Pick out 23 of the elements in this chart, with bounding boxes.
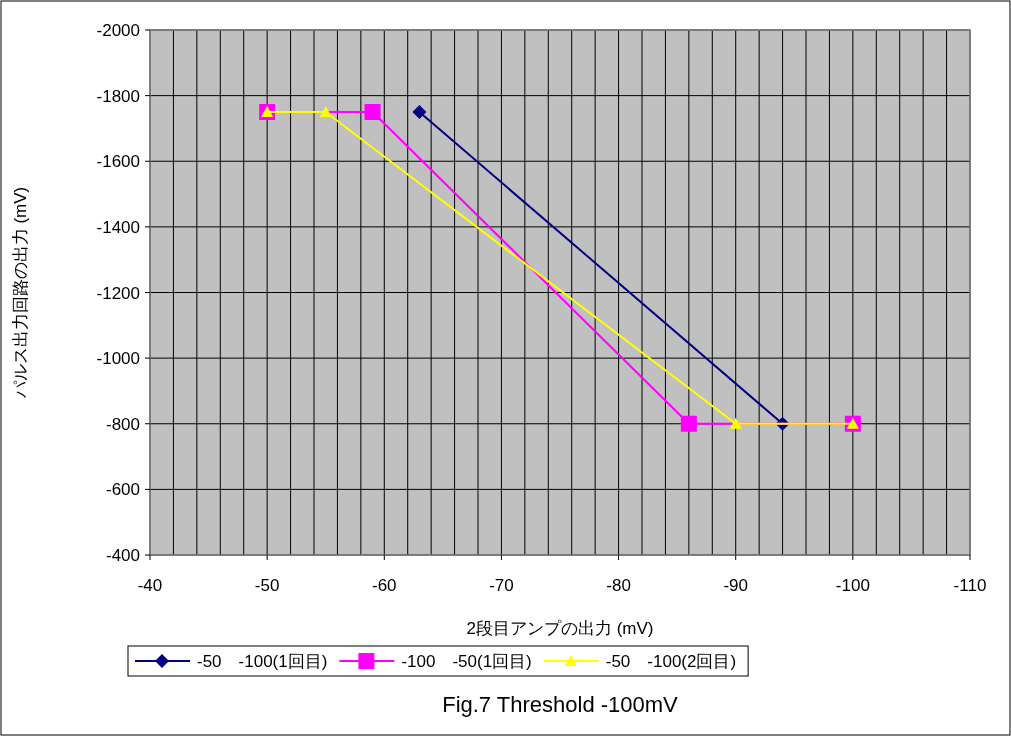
y-tick-label: -2000: [96, 21, 140, 40]
legend-label: -50 -100(2回目): [605, 652, 737, 671]
x-tick-label: -40: [137, 576, 163, 595]
y-tick-label: -1800: [96, 86, 140, 106]
x-tick-label: -60: [372, 576, 397, 595]
y-tick-label: -800: [105, 414, 140, 434]
x-tick-label: -50: [254, 576, 280, 595]
y-tick-label: -1200: [96, 283, 140, 303]
text: Fig.7 Threshold -100mV: [442, 692, 679, 717]
x-tick-label: -90: [723, 576, 748, 595]
y-tick-label: -1600: [96, 152, 140, 172]
x-tick-label: -110: [953, 576, 987, 595]
y-tick-label: -1000: [96, 349, 140, 369]
legend-label: -50 -100(1回目): [197, 652, 328, 671]
legend-label: -100 -50(1回目): [401, 652, 532, 671]
x-tick-label: -70: [489, 576, 514, 595]
y-tick-label: -400: [105, 546, 140, 565]
y-tick-label: -1400: [96, 217, 140, 237]
x-tick-label: -80: [606, 576, 631, 595]
y-axis-title: パルス出力回路の出力 (mV): [11, 186, 30, 400]
y-tick-label: -600: [105, 480, 140, 500]
x-axis-title: 2段目アンプの出力 (mV): [466, 619, 654, 638]
x-tick-label: -100: [835, 576, 870, 595]
